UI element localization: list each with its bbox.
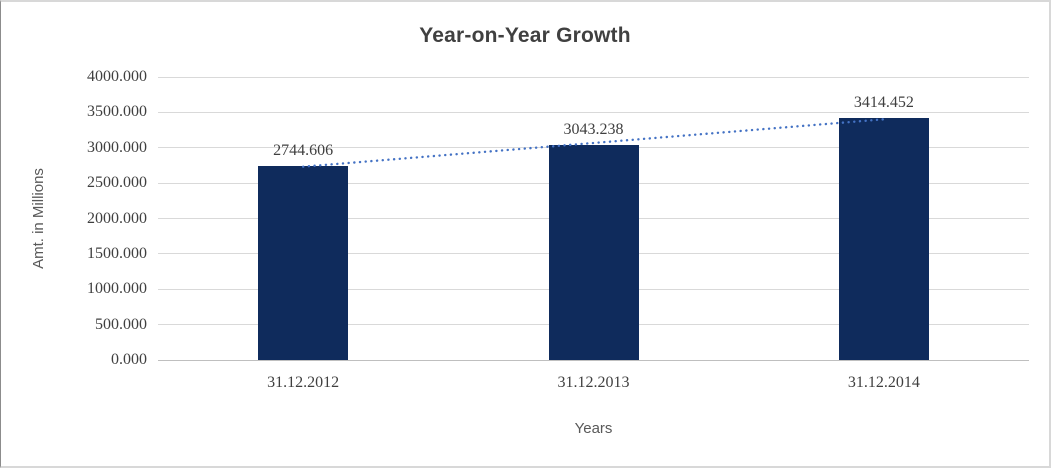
bar-31.12.2012 [258, 165, 349, 360]
y-tick-label: 4000.000 [87, 68, 147, 85]
y-tick-label: 0.000 [111, 351, 147, 368]
x-axis-title: Years [574, 420, 613, 437]
gridline [158, 111, 1029, 113]
x-tick-label: 31.12.2014 [847, 374, 920, 391]
y-tick-label: 1500.000 [87, 244, 147, 262]
bar-value-label: 2744.606 [273, 141, 334, 159]
x-axis-tick-labels: 31.12.2012 31.12.2013 31.12.2014 [158, 374, 1029, 398]
y-tick-label: 3000.000 [87, 138, 147, 156]
y-tick-label: 1000.000 [87, 280, 147, 298]
y-tick-label: 2000.000 [87, 209, 147, 227]
chart-title: Year-on-Year Growth [419, 24, 631, 47]
x-tick-label: 31.12.2012 [267, 374, 340, 391]
gridline [158, 76, 1029, 78]
bar-value-label: 3043.238 [563, 120, 624, 138]
plot-area: 2744.606 3043.238 3414.452 [158, 76, 1029, 361]
bar-value-label: 3414.452 [853, 94, 914, 112]
bar-31.12.2014 [838, 118, 929, 360]
y-tick-label: 2500.000 [87, 174, 147, 192]
y-tick-label: 500.000 [95, 315, 147, 333]
y-tick-label: 3500.000 [87, 103, 147, 121]
y-axis-tick-labels: 0.000 500.000 1000.000 1500.000 2000.000 2500… [1, 68, 147, 368]
bar-31.12.2013 [548, 144, 639, 360]
x-axis-line [158, 359, 1029, 361]
x-tick-label: 31.12.2013 [557, 374, 630, 391]
